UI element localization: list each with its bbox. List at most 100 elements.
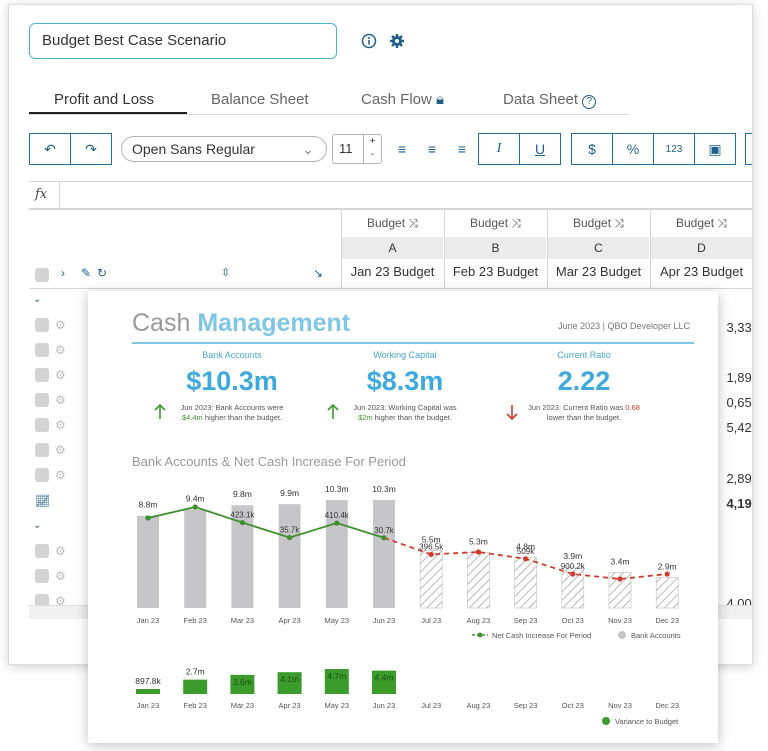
cell-value[interactable]: 0,650	[726, 395, 752, 410]
cell-value[interactable]: 3,333	[726, 320, 752, 335]
underline-button[interactable]: U	[519, 133, 561, 165]
bank-accounts-bar	[419, 550, 443, 609]
redo-button[interactable]: ↷	[70, 133, 112, 165]
row-gear-icon[interactable]: ⚙	[55, 418, 66, 432]
net-cash-point	[334, 520, 340, 526]
align-right-button[interactable]: ≡	[451, 133, 473, 165]
info-icon[interactable]	[361, 33, 377, 49]
kpi-note-highlight: 0.68	[625, 403, 640, 412]
kpi-label: Current Ratio	[557, 350, 611, 360]
collapse-chevron-icon[interactable]: ⌄	[33, 294, 42, 305]
row-gear-icon[interactable]: ⚙	[55, 343, 66, 357]
x-axis-tick-label: Sep 23	[514, 701, 538, 710]
x-axis-tick-label: Oct 23	[562, 701, 584, 710]
row-gear-icon[interactable]: ⚙	[55, 544, 66, 558]
percent-button[interactable]: %	[612, 133, 654, 165]
align-center-button[interactable]: ≡	[421, 133, 443, 165]
currency-button[interactable]: $	[571, 133, 613, 165]
kpi-note-highlight: $2m	[358, 413, 373, 422]
x-axis-tick-label: Jun 23	[373, 701, 396, 710]
arrow-down-icon	[506, 405, 518, 420]
row-checkbox[interactable]	[35, 443, 49, 457]
tab-balance-sheet[interactable]: Balance Sheet	[211, 91, 309, 108]
refresh-icon[interactable]: ↻	[97, 266, 108, 280]
net-cash-point	[523, 556, 529, 562]
legend-variance-label: Variance to Budget	[615, 717, 679, 726]
row-checkbox[interactable]	[35, 368, 49, 382]
row-checkbox[interactable]	[35, 343, 49, 357]
italic-button[interactable]: I	[478, 133, 520, 165]
tab-profit-and-loss[interactable]: Profit and Loss	[54, 91, 155, 108]
edit-icon[interactable]: ✎	[81, 266, 92, 280]
select-all-checkbox[interactable]	[35, 268, 49, 282]
align-left-button[interactable]: ≡	[391, 133, 413, 165]
legend-line-dot	[477, 632, 483, 638]
cell-value[interactable]: 0	[699, 546, 753, 561]
row-checkbox[interactable]	[35, 393, 49, 407]
cell-value[interactable]: 5,422	[726, 420, 752, 435]
expand-icon[interactable]: ›	[61, 266, 65, 280]
row-gear-icon[interactable]: ⚙	[55, 318, 66, 332]
row-checkbox[interactable]	[35, 594, 49, 608]
bank-accounts-value-label: 5.3m	[469, 536, 488, 546]
row-gear-icon[interactable]: ⚙	[55, 468, 66, 482]
cell-value[interactable]: 0	[699, 446, 753, 461]
row-controls: ⚙	[35, 343, 85, 359]
legend-line-label: Net Cash Increase For Period	[492, 631, 591, 640]
font-size-value: 11	[339, 141, 353, 156]
cell-value[interactable]: 4,193	[726, 496, 752, 511]
sort-icon[interactable]: ⇳	[221, 267, 231, 279]
variance-value-label: 4.1m	[280, 674, 299, 684]
row-checkbox[interactable]	[35, 468, 49, 482]
header-separator	[29, 288, 752, 289]
net-cash-value-label: 423.1k	[230, 511, 255, 520]
cell-value[interactable]: 2,890	[726, 471, 752, 486]
column-header-c[interactable]: Budget ⤨ C Mar 23 Budget	[547, 210, 649, 288]
bank-accounts-value-label: 10.3m	[372, 484, 396, 494]
row-checkbox[interactable]	[35, 418, 49, 432]
chart-legend: Net Cash Increase For Period Bank Account…	[472, 631, 681, 640]
variance-value-label: 897.8k	[135, 676, 161, 686]
more-toolbar-button[interactable]	[745, 133, 752, 165]
variance-value-label: 3.6m	[233, 677, 252, 687]
column-header-a[interactable]: Budget ⤨ A Jan 23 Budget	[341, 210, 443, 288]
row-gear-icon[interactable]: ⚙	[55, 569, 66, 583]
row-gear-icon[interactable]: ⚙	[55, 368, 66, 382]
x-axis-tick-label: Oct 23	[562, 616, 584, 625]
cell-value[interactable]: 1,897	[726, 370, 752, 385]
net-cash-point	[239, 519, 245, 526]
tab-cash-flow[interactable]: Cash Flow 🔒︎	[361, 91, 444, 108]
number-format-label: 123	[665, 143, 683, 155]
x-axis-tick-label: Nov 23	[608, 701, 632, 710]
gear-icon[interactable]	[389, 33, 405, 49]
scenario-name-input[interactable]: Budget Best Case Scenario	[29, 23, 337, 59]
date-format-button[interactable]: ▣	[694, 133, 736, 165]
kpi-label: Bank Accounts	[202, 350, 262, 360]
row-gear-icon[interactable]: ⚙	[55, 393, 66, 407]
font-size-stepper[interactable]: + -	[363, 135, 381, 163]
net-cash-point	[381, 535, 387, 541]
tab-data-sheet[interactable]: Data Sheet ?	[503, 91, 597, 109]
column-header-b[interactable]: Budget ⤨ B Feb 23 Budget	[444, 210, 546, 288]
row-gear-icon[interactable]: ⚙	[55, 443, 66, 457]
undo-button[interactable]: ↶	[29, 133, 71, 165]
font-size-input[interactable]: 11 + -	[332, 134, 382, 164]
row-checkbox[interactable]	[35, 318, 49, 332]
x-axis-tick-label: Feb 23	[184, 701, 207, 710]
variance-value-label: 4.7m	[327, 671, 346, 681]
kpi-note-line2: higher than the budget.	[374, 413, 452, 422]
row-checkbox[interactable]	[35, 544, 49, 558]
row-gear-icon[interactable]: ⚙	[55, 594, 66, 608]
tab-cash-flow-label: Cash Flow	[361, 91, 432, 108]
chart-row-icon[interactable]: 📈︎	[35, 494, 51, 508]
cell-value[interactable]: 0	[699, 571, 753, 586]
bank-accounts-value-label: 4.8m	[516, 542, 535, 552]
font-family-select[interactable]: Open Sans Regular ⌄	[121, 136, 327, 162]
collapse-chevron-icon[interactable]: ⌄	[33, 520, 42, 531]
row-checkbox[interactable]	[35, 569, 49, 583]
column-header-d[interactable]: Budget ⤨ D Apr 23 Budget	[650, 210, 752, 288]
x-axis-tick-label: May 23	[324, 616, 349, 625]
resize-icon[interactable]: ↘	[313, 266, 324, 280]
formula-bar[interactable]: fx	[29, 181, 752, 209]
number-format-button[interactable]: 123	[653, 133, 695, 165]
